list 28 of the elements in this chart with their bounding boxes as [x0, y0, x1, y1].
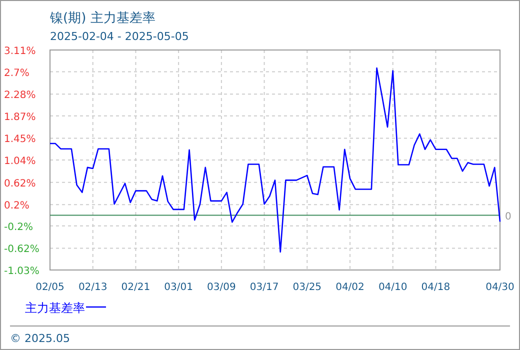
y-tick-label: -0.2% [4, 222, 34, 233]
y-tick-label: 0.2% [4, 200, 30, 212]
text: © 2025.05 [10, 332, 70, 345]
chart-title: 镍(期) 主力基差率 [49, 10, 156, 26]
y-tick-label: 1.87% [4, 112, 36, 123]
x-tick-label: 03/09 [207, 282, 236, 293]
x-tick-label: 02/05 [36, 282, 64, 293]
y-tick-label: -0.62% [4, 244, 40, 256]
x-tick-label: 03/25 [292, 282, 322, 293]
chart-subtitle: 2025-02-04 - 2025-05-05 [50, 30, 189, 43]
x-tick-label: 04/02 [336, 282, 364, 293]
line-series [49, 67, 501, 253]
y-tick-label: -1.03% [4, 266, 40, 277]
y-tick-label: 1.04% [4, 156, 36, 167]
legend-label: 主力基差率 [25, 301, 85, 315]
y-tick-label: 2.7% [4, 68, 30, 79]
y-tick-label: 2.28% [4, 90, 36, 102]
x-tick-label: 02/13 [78, 282, 108, 293]
y-tick-label: 0.62% [4, 178, 36, 190]
y-tick-label: 3.11% [4, 46, 36, 57]
x-tick-label: 04/30 [486, 282, 514, 293]
x-tick-label: 04/10 [378, 282, 408, 293]
y-tick-label: 1.45% [4, 134, 36, 146]
x-tick-label: 03/01 [164, 282, 193, 293]
ref-line-label: 0 [505, 211, 512, 222]
x-tick-label: 04/18 [421, 282, 450, 293]
x-tick-label: 03/17 [250, 282, 279, 293]
x-tick-label: 02/21 [121, 282, 150, 293]
